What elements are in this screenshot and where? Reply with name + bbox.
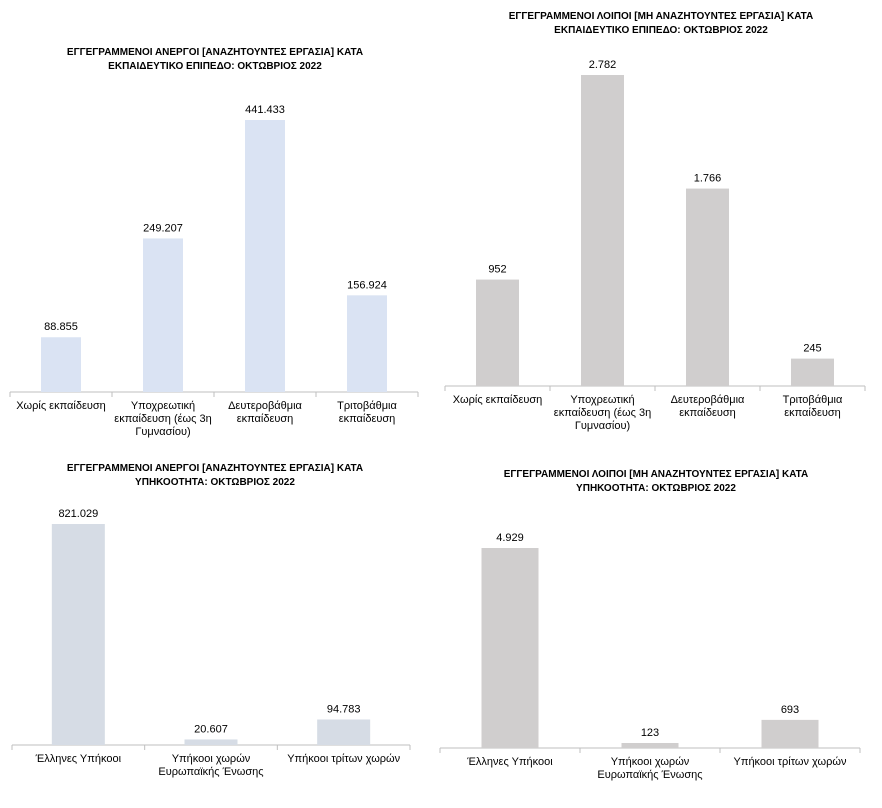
category-label: Έλληνες Υπήκοοι: [35, 753, 122, 765]
category-label: Τριτοβάθμια εκπαίδευση: [337, 400, 397, 425]
category-label: Χωρίς εκπαίδευση: [453, 394, 543, 406]
bar: [41, 337, 81, 392]
chart-panel-1: ΕΓΓΕΓΡΑΜΜΕΝΟΙ ΑΝΕΡΓΟΙ [ΑΝΑΖΗΤΟΥΝΤΕΣ ΕΡΓΑ…: [0, 40, 430, 440]
bar: [245, 120, 285, 392]
data-label: 4.929: [496, 532, 524, 544]
category-label: Χωρίς εκπαίδευση: [16, 400, 106, 412]
data-label: 1.766: [694, 173, 722, 185]
data-label: 88.855: [44, 321, 78, 333]
category-label: Τριτοβάθμια εκπαίδευση: [783, 394, 843, 419]
category-label: Υποχρεωτική εκπαίδευση (έως 3η Γυμνασίου): [114, 400, 211, 438]
category-label: Υπήκοοι τρίτων χωρών: [734, 756, 847, 768]
chart-plot: 821.029 Έλληνες Υπήκοοι 20.607 Υπήκοοι χωρώ…: [11, 508, 411, 778]
chart-title: ΕΓΓΕΓΡΑΜΜΕΝΟΙ ΑΝΕΡΓΟΙ [ΑΝΑΖΗΤΟΥΝΤΕΣ ΕΡΓΑ…: [66, 463, 364, 488]
category-label: Υπήκοοι χωρών Ευρωπαϊκής Ένωσης: [597, 756, 702, 781]
data-label: 94.783: [327, 703, 361, 715]
bar: [686, 188, 729, 386]
data-label: 441.433: [245, 104, 285, 116]
chart-panel-2: ΕΓΓΕΓΡΑΜΜΕΝΟΙ ΛΟΙΠΟΙ [ΜΗ ΑΝΑΖΗΤΟΥΝΤΕΣ ΕΡ…: [440, 5, 882, 440]
chart-title: ΕΓΓΕΓΡΑΜΜΕΝΟΙ ΛΟΙΠΟΙ [ΜΗ ΑΝΑΖΗΤΟΥΝΤΕΣ ΕΡ…: [508, 11, 814, 36]
bar: [476, 279, 519, 386]
bar: [347, 295, 387, 392]
data-label: 2.782: [589, 59, 617, 71]
data-label: 123: [641, 727, 659, 739]
category-label: Υπήκοοι χωρών Ευρωπαϊκής Ένωσης: [158, 753, 263, 778]
bar: [51, 524, 105, 745]
chart-panel-4: ΕΓΓΕΓΡΑΜΜΕΝΟΙ ΛΟΙΠΟΙ [ΜΗ ΑΝΑΖΗΤΟΥΝΤΕΣ ΕΡ…: [435, 462, 877, 802]
bar: [621, 743, 679, 748]
data-label: 952: [488, 264, 506, 276]
category-label: Δευτεροβάθμια εκπαίδευση: [671, 394, 745, 419]
chart-title: ΕΓΓΕΓΡΑΜΜΕΝΟΙ ΑΝΕΡΓΟΙ [ΑΝΑΖΗΤΟΥΝΤΕΣ ΕΡΓΑ…: [66, 47, 364, 72]
bar: [791, 358, 834, 386]
category-label: Δευτεροβάθμια εκπαίδευση: [228, 400, 302, 425]
chart-panel-3: ΕΓΓΕΓΡΑΜΜΕΝΟΙ ΑΝΕΡΓΟΙ [ΑΝΑΖΗΤΟΥΝΤΕΣ ΕΡΓΑ…: [0, 460, 430, 800]
chart-plot: 4.929 Έλληνες Υπήκοοι 123 Υπήκοοι χωρών Ευρω…: [439, 532, 861, 781]
chart-title: ΕΓΓΕΓΡΑΜΜΕΝΟΙ ΛΟΙΠΟΙ [ΜΗ ΑΝΑΖΗΤΟΥΝΤΕΣ ΕΡ…: [503, 469, 809, 494]
category-label: Έλληνες Υπήκοοι: [466, 756, 553, 768]
data-label: 245: [803, 343, 821, 355]
bar: [317, 719, 371, 745]
bar: [481, 548, 539, 748]
bar: [761, 719, 819, 748]
chart-plot: 952 Χωρίς εκπαίδευση 2.782 Υποχρεωτική εκπαί…: [444, 59, 866, 432]
data-label: 693: [781, 704, 799, 716]
data-label: 821.029: [58, 508, 98, 520]
data-label: 20.607: [194, 723, 228, 735]
bar: [184, 739, 238, 745]
data-label: 156.924: [347, 279, 387, 291]
category-label: Υπήκοοι τρίτων χωρών: [287, 753, 400, 765]
category-label: Υποχρεωτική εκπαίδευση (έως 3η Γυμνασίου): [554, 394, 651, 432]
bar: [143, 238, 183, 392]
bar: [581, 75, 624, 386]
data-label: 249.207: [143, 222, 183, 234]
chart-plot: 88.855 Χωρίς εκπαίδευση 249.207 Υποχρεωτική…: [9, 104, 419, 438]
